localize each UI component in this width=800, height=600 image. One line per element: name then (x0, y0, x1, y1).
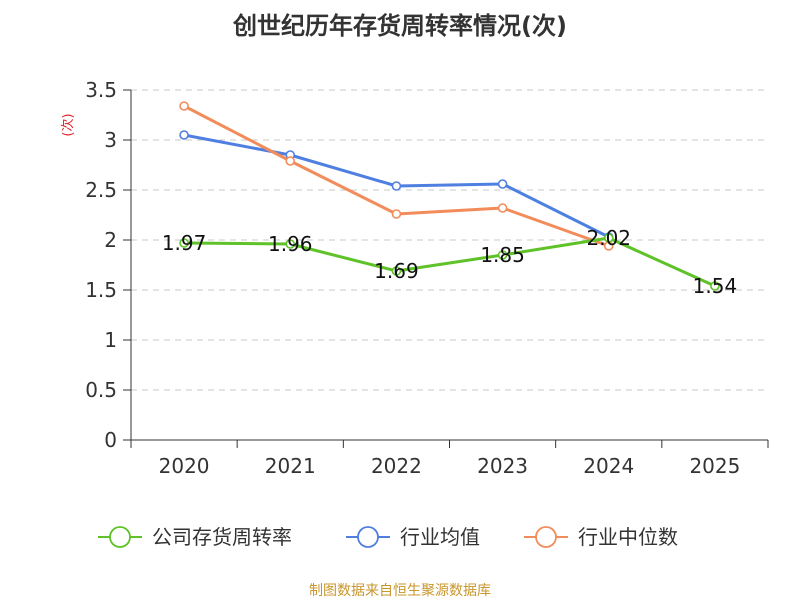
data-point[interactable] (497, 250, 508, 260)
data-point[interactable] (179, 130, 189, 140)
chart-title: 创世纪历年存货周转率情况(次) (232, 12, 567, 40)
x-tick-label: 2025 (689, 454, 740, 478)
y-tick-label: 3.5 (85, 78, 117, 102)
legend-label: 公司存货周转率 (152, 525, 292, 549)
y-tick-label: 1 (104, 328, 117, 352)
grid (131, 89, 768, 391)
x-tick-label: 2022 (371, 454, 422, 478)
data-point[interactable] (391, 181, 402, 191)
x-tick-label: 2020 (159, 454, 210, 478)
y-tick-label: 0.5 (85, 378, 117, 402)
legend-label: 行业均值 (400, 525, 480, 549)
legend-item[interactable]: 行业中位数 (524, 525, 678, 549)
x-tick-label: 2023 (477, 454, 528, 478)
data-point[interactable] (391, 209, 402, 219)
y-tick-label: 2 (104, 228, 117, 252)
series-2 (179, 101, 614, 251)
series-line (184, 236, 716, 288)
y-tick-label: 0 (104, 428, 117, 452)
data-point[interactable] (179, 238, 189, 248)
legend-marker (357, 526, 379, 548)
data-point[interactable] (391, 266, 402, 276)
legend-label: 行业中位数 (578, 525, 678, 549)
series-line (183, 104, 610, 248)
data-point[interactable] (603, 233, 614, 243)
data-point[interactable] (285, 156, 296, 166)
data-point[interactable] (710, 281, 720, 291)
data-label: 1.96 (268, 232, 313, 256)
legend-item[interactable]: 行业均值 (346, 525, 480, 549)
axes: 0 0.5 1 1.5 2 2.5 3 3.5 2020 2021 2022 2023 2024 2025 (85, 78, 769, 478)
legend-marker (109, 526, 131, 548)
series-0 (179, 233, 720, 291)
data-labels: 1.97 1.96 1.69 1.85 2.02 1.54 (162, 226, 737, 298)
x-tick-label: 2024 (583, 454, 634, 478)
data-label: 1.97 (162, 231, 207, 255)
y-tick-label: 3 (104, 128, 117, 152)
data-label: 1.69 (374, 259, 419, 283)
data-point[interactable] (179, 101, 189, 111)
y-axis-unit-label: (次) (60, 113, 76, 136)
data-point[interactable] (497, 203, 508, 213)
data-label: 2.02 (586, 226, 631, 250)
legend-item[interactable]: 公司存货周转率 (98, 525, 292, 549)
data-point[interactable] (285, 239, 296, 249)
y-tick-label: 2.5 (85, 178, 117, 202)
data-label: 1.54 (693, 274, 738, 298)
x-tick-label: 2021 (265, 454, 316, 478)
y-tick-label: 1.5 (85, 278, 117, 302)
data-point[interactable] (497, 179, 508, 189)
legend-marker (535, 526, 557, 548)
source-note: 制图数据来自恒生聚源数据库 (309, 583, 491, 599)
data-label: 1.85 (480, 243, 525, 267)
series-layer (179, 101, 720, 291)
legend[interactable]: 公司存货周转率 行业均值 行业中位数 (98, 525, 678, 549)
